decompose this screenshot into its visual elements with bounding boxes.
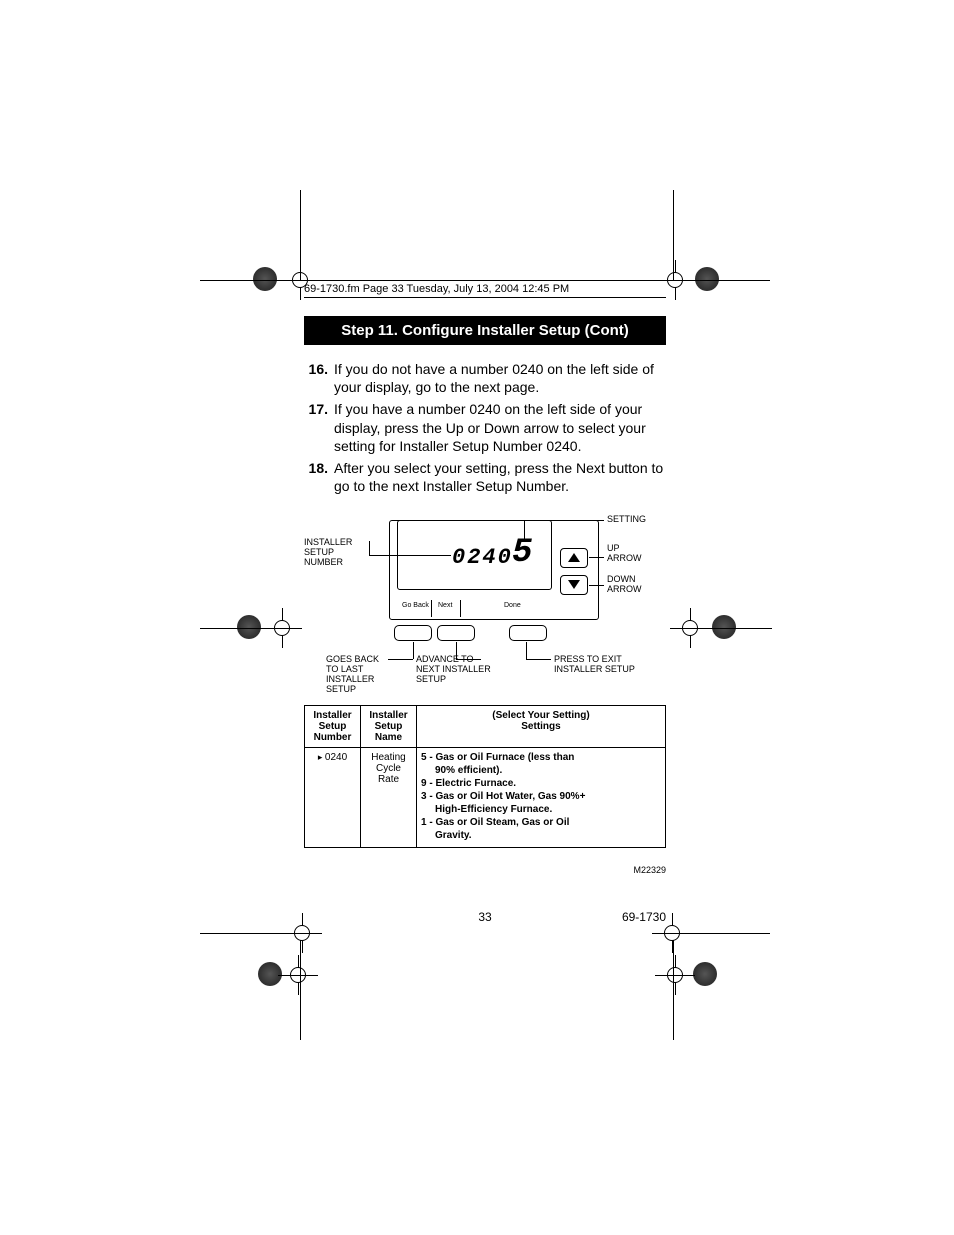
reg-dot [712,615,736,639]
th-settings-b: Settings [521,721,560,732]
setting-lead: 3 - Gas or Oil Hot Water, Gas 90%+ [421,791,585,802]
reg-dot [695,267,719,291]
instruction-item: 17. If you have a number 0240 on the lef… [304,400,666,455]
crop-line [673,940,674,1040]
thermostat-diagram: 0240 5 Go Back Next Done INSTALLER SETUP… [304,520,666,865]
leader [369,555,451,556]
lcd-go-back-label: Go Back [402,602,429,610]
reg-dot [237,615,261,639]
leader [524,520,604,521]
th-number: Installer Setup Number [305,706,361,748]
next-button[interactable] [437,625,475,641]
leader [413,642,414,659]
leader [526,642,527,659]
lcd-divider [431,600,432,617]
instruction-item: 16. If you do not have a number 0240 on … [304,360,666,396]
leader [456,642,457,659]
done-button[interactable] [509,625,547,641]
setting-cont: High-Efficiency Furnace. [435,804,552,815]
leader [526,659,551,660]
crop-line [710,628,772,629]
crop-line [300,190,301,280]
setting-lead: 9 - Electric Furnace. [421,778,516,789]
label-up-arrow: UP ARROW [607,544,647,564]
label-down-arrow: DOWN ARROW [607,575,647,595]
page-header: 69-1730.fm Page 33 Tuesday, July 13, 200… [304,280,666,298]
setting-cont: 90% efficient). [435,765,502,776]
setting-lead: 1 - Gas or Oil Steam, Gas or Oil [421,817,569,828]
instruction-text: If you do not have a number 0240 on the … [334,360,666,396]
label-setting: SETTING [607,515,646,525]
leader [456,659,481,660]
go-back-button[interactable] [394,625,432,641]
lcd-next-label: Next [438,602,452,610]
up-arrow-button[interactable] [560,548,588,568]
th-settings: (Select Your Setting) Settings [417,706,666,748]
step-title: Step 11. Configure Installer Setup (Cont… [304,316,666,345]
setting-lead: 5 - Gas or Oil Furnace (less than [421,752,574,763]
reg-dot [253,267,277,291]
th-name: Installer Setup Name [361,706,417,748]
page-number: 33 [478,910,491,924]
m-code: M22329 [633,865,666,875]
down-arrow-button[interactable] [560,575,588,595]
instruction-number: 16. [304,360,334,396]
reg-mark [262,608,302,648]
lcd-divider [460,600,461,617]
crop-line [673,190,674,280]
th-settings-a: (Select Your Setting) [492,710,589,721]
doc-code: 69-1730 [622,910,666,924]
label-goes-back: GOES BACK TO LAST INSTALLER SETUP [326,655,386,695]
crop-line [200,628,262,629]
leader [524,520,525,542]
leader [589,557,604,558]
instruction-number: 18. [304,459,334,495]
cell-number: ▸ 0240 [305,748,361,848]
lcd-number: 0240 [452,545,513,570]
table-row: ▸ 0240 Heating Cycle Rate 5 - Gas or Oil… [305,748,666,848]
crop-line [670,933,770,934]
cell-name: Heating Cycle Rate [361,748,417,848]
instruction-item: 18. After you select your setting, press… [304,459,666,495]
instruction-text: If you have a number 0240 on the left si… [334,400,666,455]
lcd-done-label: Done [504,602,521,610]
setting-cont: Gravity. [435,830,472,841]
reg-mark [655,955,695,995]
leader [589,585,604,586]
reg-dot [693,962,717,986]
leader [388,659,413,660]
settings-table: Installer Setup Number Installer Setup N… [304,705,666,848]
cell-settings: 5 - Gas or Oil Furnace (less than 90% ef… [417,748,666,848]
instruction-text: After you select your setting, press the… [334,459,666,495]
leader [369,541,370,555]
crop-line [670,280,770,281]
label-press-exit: PRESS TO EXIT INSTALLER SETUP [554,655,644,675]
instruction-number: 17. [304,400,334,455]
crop-line [200,933,300,934]
crop-line [300,940,301,1040]
reg-mark [278,955,318,995]
label-installer-setup-number: INSTALLER SETUP NUMBER [304,538,374,568]
instructions-list: 16. If you do not have a number 0240 on … [304,360,666,499]
crop-line [200,280,300,281]
reg-mark [670,608,710,648]
